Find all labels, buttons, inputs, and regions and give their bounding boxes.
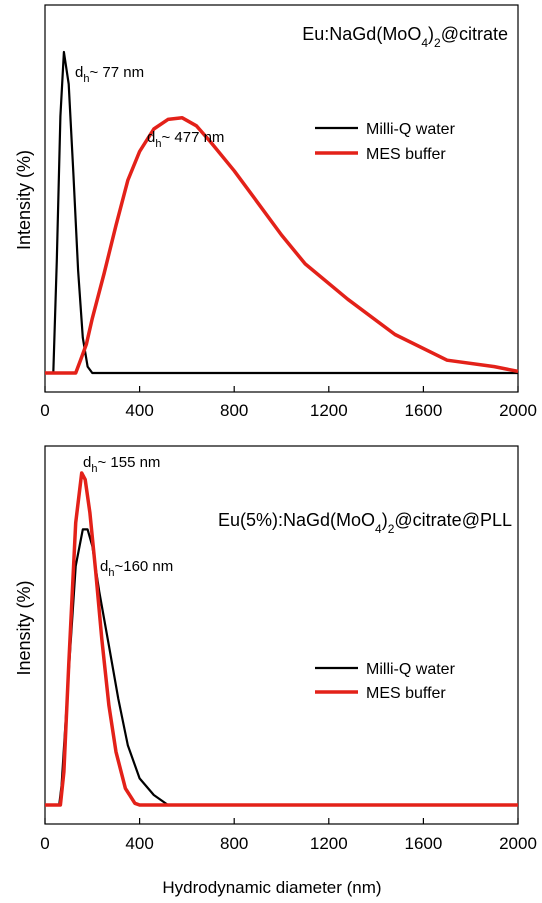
top-series-line-water: [45, 50, 518, 375]
bottom-plot-frame: [44, 445, 519, 825]
bottom-x-tick-label-5: 2000: [499, 834, 537, 853]
top-series-line-mes: [45, 116, 519, 375]
panel-top-chart: 0 400 800 1200 1600 2000 Eu:NaGd(MoO4)2@citra…: [14, 4, 537, 420]
bottom-x-axis-label: Hydrodynamic diameter (nm): [162, 878, 381, 897]
top-x-tick-label-4: 1600: [404, 401, 442, 420]
bottom-legend: Milli-Q water MES buffer: [315, 661, 456, 702]
top-x-tick-label-5: 2000: [499, 401, 537, 420]
top-y-axis-label: Intensity (%): [14, 150, 34, 250]
bottom-x-tick-label-0: 0: [40, 834, 49, 853]
top-legend-label-mes: MES buffer: [366, 146, 446, 163]
bottom-series-line-mes: [45, 471, 518, 807]
top-legend: Milli-Q water MES buffer: [315, 121, 456, 163]
top-x-tick-label-3: 1200: [310, 401, 348, 420]
top-x-ticks: 0 400 800 1200 1600 2000: [40, 386, 537, 420]
bottom-x-tick-label-1: 400: [125, 834, 153, 853]
top-x-tick-label-0: 0: [40, 401, 49, 420]
top-chart-title: Eu:NaGd(MoO4)2@citrate: [302, 24, 508, 50]
top-annotation-mes: dh~ 477 nm: [147, 129, 224, 150]
top-series-group: [45, 50, 519, 375]
bottom-y-axis-label: Inensity (%): [14, 580, 34, 675]
panel-bottom-chart: 0 400 800 1200 1600 2000 Eu(5%):NaGd(MoO4)2@c…: [14, 445, 537, 897]
bottom-series-group: [45, 471, 518, 807]
top-plot-frame: [44, 4, 519, 393]
top-x-tick-label-2: 800: [220, 401, 248, 420]
bottom-annotation-mes: dh~ 155 nm: [83, 454, 160, 475]
top-annotation-water: dh~ 77 nm: [75, 64, 144, 85]
bottom-legend-label-water: Milli-Q water: [366, 661, 456, 678]
bottom-legend-label-mes: MES buffer: [366, 685, 446, 702]
bottom-x-tick-label-3: 1200: [310, 834, 348, 853]
bottom-x-tick-label-2: 800: [220, 834, 248, 853]
bottom-chart-title: Eu(5%):NaGd(MoO4)2@citrate@PLL: [218, 510, 512, 536]
bottom-x-ticks: 0 400 800 1200 1600 2000: [40, 818, 537, 853]
bottom-x-tick-label-4: 1600: [404, 834, 442, 853]
bottom-annotation-water: dh~160 nm: [100, 558, 173, 579]
top-legend-label-water: Milli-Q water: [366, 121, 456, 138]
top-x-tick-label-1: 400: [125, 401, 153, 420]
